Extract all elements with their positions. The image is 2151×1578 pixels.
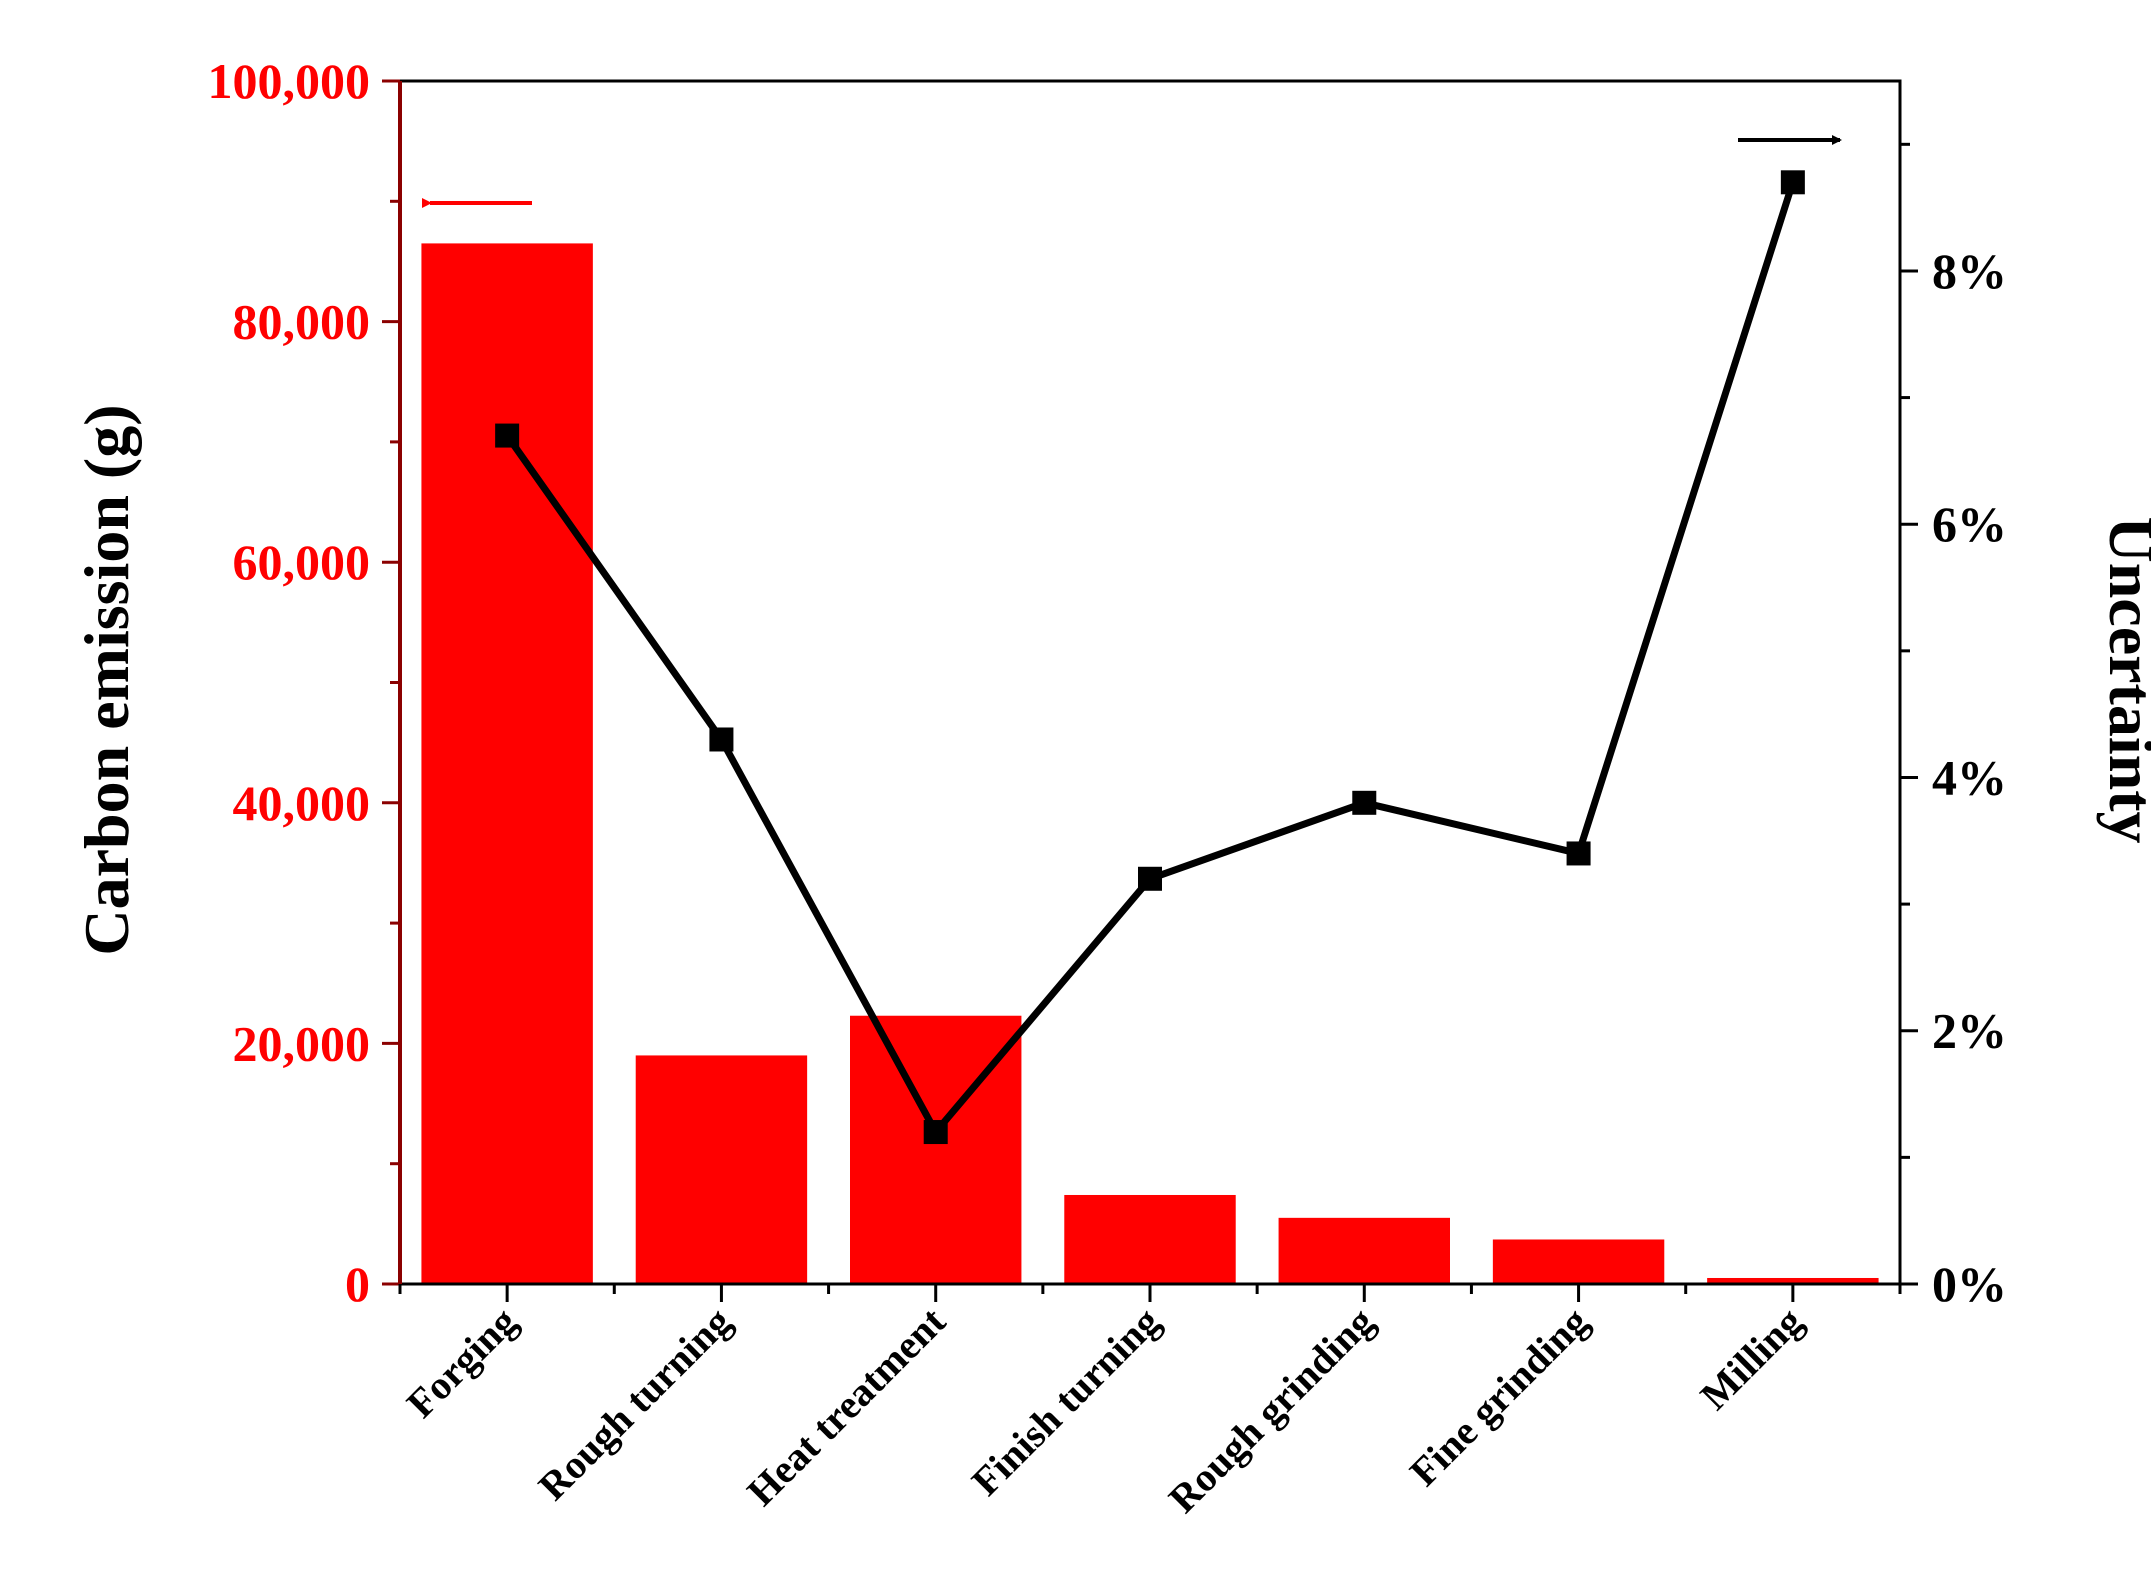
right-tick-label: 0% [1932,1256,2007,1312]
uncertainty-point-2 [923,1120,948,1145]
y-axis-title: Carbon emission (g) [71,404,142,955]
left-tick-label: 80,000 [233,294,371,350]
left-tick-label: 60,000 [233,534,371,590]
x-tick-label: Heat treatment [738,1298,954,1514]
uncertainty-point-1 [709,727,734,752]
uncertainty-point-5 [1566,841,1591,866]
x-tick-label: Rough turning [530,1299,740,1509]
plot-frame [398,79,1902,1286]
left-tick-label: 20,000 [233,1015,371,1071]
left-tick-label: 40,000 [233,775,371,831]
y2-axis-title: Uncertainty [2096,516,2151,843]
left-axis: 0 20,000 40,000 60,000 80,000 100,000 [208,53,400,1312]
bar-4 [1278,1217,1450,1284]
bar-6 [1707,1277,1879,1284]
x-tick-label: Finish turning [963,1299,1169,1505]
uncertainty-line [504,181,1797,1136]
uncertainty-point-0 [495,423,520,448]
bar-3 [1064,1194,1236,1284]
right-tick-label: 4% [1932,749,2007,805]
x-tick-label: Forging [398,1299,526,1427]
right-tick-label: 8% [1932,243,2007,299]
x-tick-label: Rough grinding [1160,1299,1383,1522]
left-tick-label: 100,000 [208,53,371,109]
bar-1 [635,1055,808,1284]
line-layer [495,170,1805,1145]
bars-layer [421,243,1879,1284]
right-tick-label: 6% [1932,496,2007,552]
right-tick-label: 2% [1932,1003,2007,1059]
uncertainty-point-4 [1352,790,1377,815]
bar-0 [421,243,593,1284]
bar-5 [1492,1239,1665,1284]
x-tick-label: Fine grinding [1401,1299,1597,1495]
right-axis: 0% 2% 4% 6% 8% [1900,142,2007,1312]
uncertainty-point-6 [1780,170,1805,195]
left-tick-label: 0 [345,1256,370,1312]
x-tick-label: Milling [1691,1299,1811,1419]
uncertainty-point-3 [1138,866,1162,891]
